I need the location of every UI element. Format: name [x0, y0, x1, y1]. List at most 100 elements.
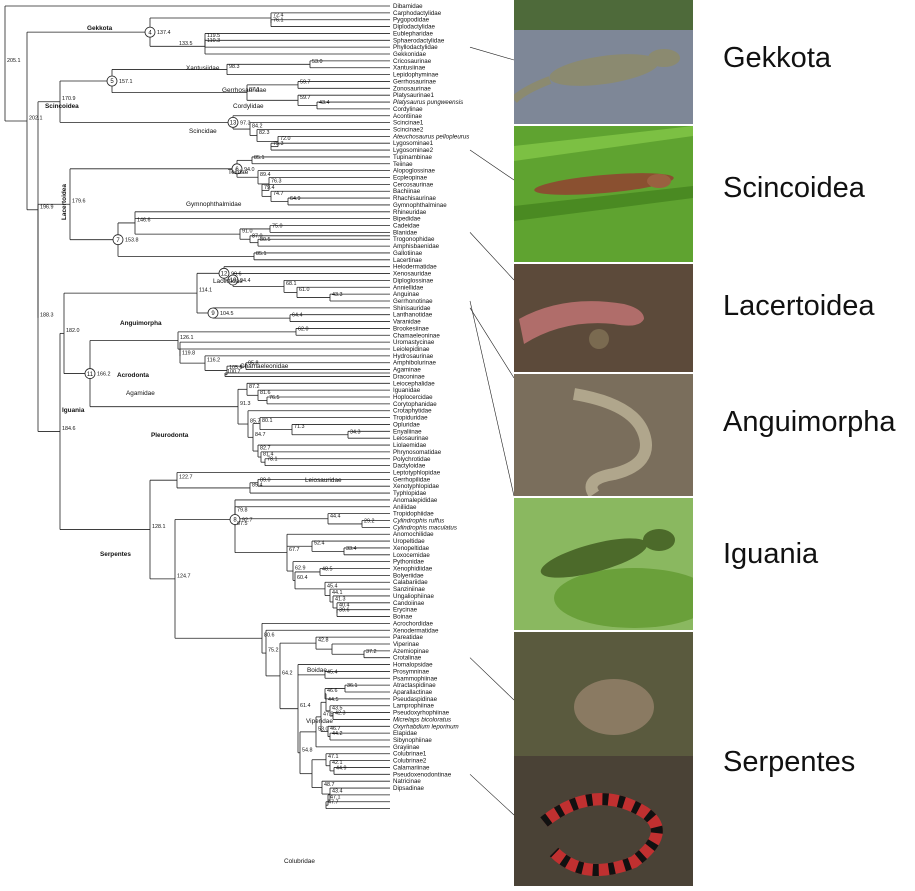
node-age: 79.4: [264, 185, 275, 191]
tip-label: Lacertinae: [393, 257, 422, 264]
tip-label: Cadeidae: [393, 223, 420, 230]
tip-label: Xenophidiidae: [393, 566, 433, 573]
node-age: 116.2: [207, 358, 220, 364]
node-age: 46.7: [330, 726, 341, 732]
node-circle: [231, 163, 243, 175]
tip-label: Erycinae: [393, 607, 418, 614]
tip-label: Eublepharidae: [393, 30, 433, 37]
node-age: 85.1: [256, 251, 267, 257]
node-age: 80.6: [264, 633, 275, 639]
node-age: 179.6: [72, 199, 86, 205]
node-circle-label: 4: [148, 30, 152, 36]
tip-label: Bachiinae: [393, 188, 421, 195]
node-age: 44.4: [330, 513, 341, 519]
tip-label: Anguinae: [393, 291, 420, 298]
node-age: 91.0: [242, 229, 253, 235]
tip-label: Chamaeleoninae: [393, 332, 440, 339]
group-label-iguania: Iguania: [723, 538, 819, 570]
tip-label: Bolyeriidae: [393, 572, 424, 579]
node-circle-label: 6: [235, 167, 239, 173]
node-age: 157.1: [119, 79, 133, 85]
tip-label: Boinae: [393, 614, 413, 621]
tip-label: Draconinae: [393, 373, 425, 380]
node-age: 64.2: [282, 670, 293, 676]
tip-label: Diplodactylidae: [393, 24, 436, 31]
tip-label: Zonosaurinae: [393, 85, 431, 92]
node-age: 64.4: [292, 313, 303, 319]
tip-label: Crotalinae: [393, 655, 422, 662]
tip-label: Viperinae: [393, 641, 420, 648]
node-age: 36.1: [347, 683, 358, 689]
node-age: 146.6: [137, 217, 151, 223]
node-age: 81.4: [263, 452, 274, 458]
photo-connector: [469, 300, 515, 497]
clade-label: Xantusiidae: [186, 65, 220, 72]
tip-label: Anomalepididae: [393, 497, 438, 504]
clade-label: Teiidae: [228, 169, 249, 176]
node-age: 41.3: [335, 596, 346, 602]
node-age: 99.6: [231, 271, 242, 277]
tip-label: Bipedidae: [393, 216, 421, 223]
tip-label: Cylindrophis ruffus: [393, 518, 444, 525]
tip-label: Helodermatidae: [393, 264, 437, 271]
node-age: 98.3: [229, 64, 240, 70]
tip-label: Sibynophiinae: [393, 737, 432, 744]
tip-label: Enyaliinae: [393, 428, 422, 435]
node-age: 44.5: [328, 697, 339, 703]
iguania-photo: [514, 498, 714, 630]
gekkota-photo: [511, 0, 693, 124]
node-age: 74.7: [273, 191, 284, 197]
tip-label: Alopoglossinae: [393, 168, 436, 175]
node-age: 119.8: [182, 351, 195, 357]
tip-label: Natricinae: [393, 778, 421, 785]
tip-label: Oxyrhabdium leporinum: [393, 723, 459, 730]
tip-label: Ecpleopinae: [393, 175, 428, 182]
tip-label: Lanthanotidae: [393, 312, 433, 319]
lacertoidea-photo: [514, 264, 693, 372]
node-age: 76.5: [269, 395, 280, 401]
node-age: 47.1: [328, 754, 339, 760]
node-age: 75.0: [272, 223, 283, 229]
node-age: 45.4: [327, 583, 338, 589]
node-age: 43.4: [319, 100, 330, 106]
node-age: 122.7: [179, 475, 193, 481]
node-age: 48.5: [322, 566, 333, 572]
tip-label: Leiolepidinae: [393, 346, 430, 353]
node-age: 85.7: [250, 419, 261, 425]
node-age: 72.0: [280, 136, 291, 142]
photo-connector: [469, 46, 515, 61]
tip-label: Sphaerodactylidae: [393, 37, 445, 44]
node-age: 89.0: [260, 477, 271, 483]
node-age: 100.7: [227, 369, 241, 375]
tip-label: Liolaemidae: [393, 442, 427, 449]
tip-label: Calabariidae: [393, 579, 428, 586]
node-age: 45.4: [327, 669, 338, 675]
node-age: 48.7: [324, 782, 335, 788]
node-age: 97.3: [240, 120, 251, 126]
tip-label: Anomochilidae: [393, 531, 434, 538]
tip-label: Amphisbaenidae: [393, 243, 440, 250]
node-age: 80.1: [262, 418, 273, 424]
node-circle: [207, 307, 219, 319]
node-age: 59.7: [300, 79, 311, 85]
tip-label: Candoiinae: [393, 600, 425, 607]
tip-label: Homalopsidae: [393, 662, 433, 669]
node-age: 91.3: [240, 401, 251, 407]
tip-label: Psammophiinae: [393, 675, 438, 682]
node-age: 43.3: [332, 292, 343, 298]
tip-label: Prosymninae: [393, 668, 430, 675]
node-age: 87.5: [237, 521, 248, 527]
tip-label: Trogonophidae: [393, 236, 435, 243]
node-age: 87.0: [252, 234, 263, 240]
node-age: 54.8: [302, 747, 313, 753]
node-age: 205.1: [7, 58, 21, 64]
node-age: 126.1: [180, 335, 194, 341]
node-age: 46.6: [327, 688, 338, 694]
node-age: 68.1: [286, 281, 297, 287]
node-age: 196.9: [40, 204, 54, 210]
clade-label: Anguimorpha: [120, 320, 162, 327]
node-circle-label: 5: [110, 79, 114, 85]
node-age: 84.2: [252, 124, 263, 130]
photo-connector: [469, 149, 515, 181]
node-age: 53.0: [318, 726, 329, 732]
